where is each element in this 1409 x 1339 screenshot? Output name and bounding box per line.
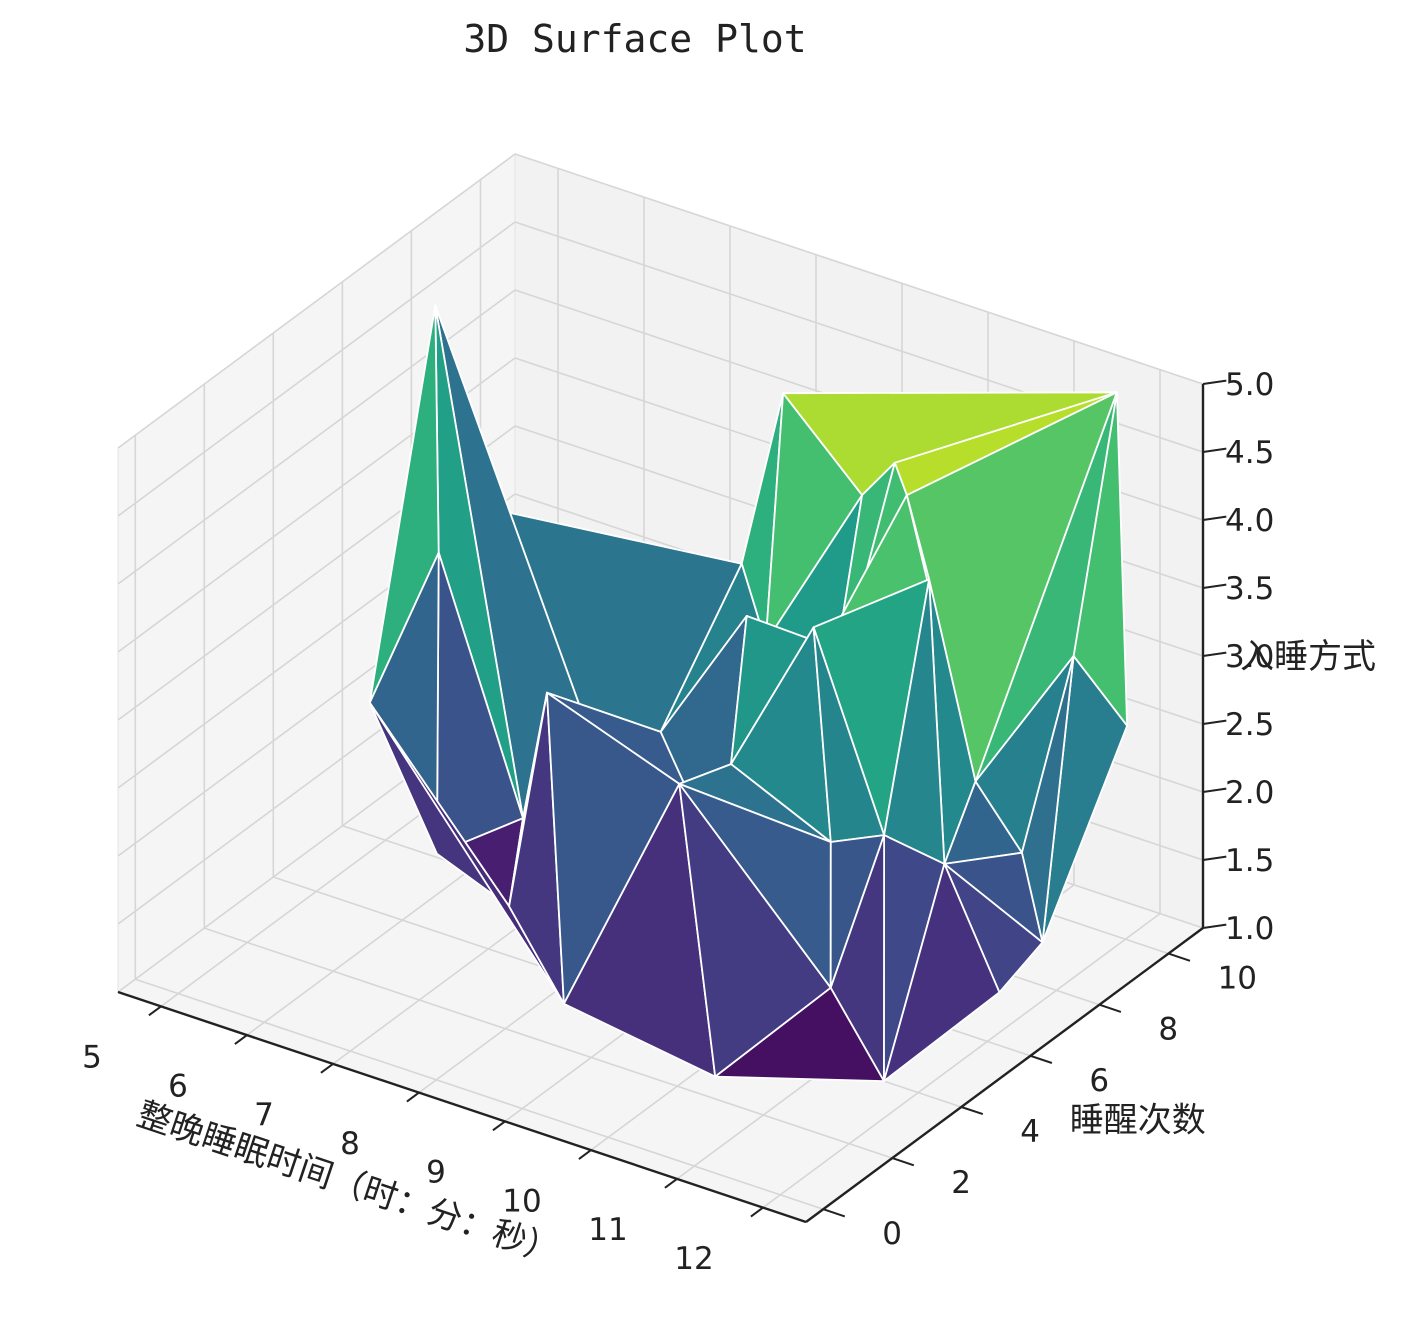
x-tick-label: 9: [426, 1155, 446, 1191]
x-tick-label: 7: [254, 1097, 274, 1133]
z-tick-label: 2.0: [1225, 775, 1274, 811]
y-tick-mark: [1030, 1054, 1053, 1064]
y-tick-label: 0: [882, 1216, 902, 1252]
y-tick-mark: [960, 1106, 984, 1116]
grid-x-floor: [762, 912, 1161, 1209]
z-axis-label: 入睡方式: [1240, 637, 1376, 677]
x-tick-label: 10: [502, 1183, 541, 1219]
x-tick-label: 12: [674, 1241, 713, 1277]
x-axis-label: 整晚睡眠时间（时：分：秒）: [132, 1094, 564, 1272]
grid-z-back: [514, 153, 1204, 385]
z-tick-label: 5.0: [1225, 367, 1274, 403]
z-tick-label: 2.5: [1225, 707, 1274, 743]
y-tick-label: 2: [951, 1165, 971, 1201]
grid-z-left: [117, 289, 516, 585]
z-tick-mark: [1202, 583, 1227, 589]
x-tick-label: 5: [82, 1040, 102, 1076]
x-tick-label: 11: [588, 1212, 627, 1248]
z-tick-label: 3.0: [1225, 639, 1274, 675]
x-tick-mark: [148, 1005, 162, 1017]
surface-face: [714, 986, 885, 1082]
y-axis-label: 睡醒次数: [1070, 1101, 1206, 1141]
grid-y-floor: [135, 978, 824, 1210]
surface-face: [883, 863, 1001, 1082]
y-tick-label: 8: [1158, 1012, 1178, 1048]
z-tick-label: 1.5: [1225, 843, 1274, 879]
z-tick-mark: [1202, 923, 1227, 929]
x-tick-mark: [492, 1120, 506, 1132]
z-tick-mark: [1202, 447, 1227, 453]
z-tick-mark: [1202, 651, 1227, 657]
z-tick-label: 1.0: [1225, 911, 1274, 947]
z-tick-label: 4.0: [1225, 503, 1274, 539]
z-tick-label: 3.5: [1225, 571, 1274, 607]
x-tick-mark: [320, 1063, 334, 1074]
y-tick-mark: [822, 1208, 846, 1218]
y-tick-mark: [1168, 952, 1191, 962]
x-tick-mark: [750, 1206, 764, 1218]
y-tick-mark: [1099, 1003, 1122, 1013]
y-tick-mark: [891, 1157, 915, 1167]
z-tick-mark: [1202, 787, 1227, 793]
z-tick-mark: [1202, 855, 1227, 861]
x-tick-label: 6: [168, 1068, 188, 1104]
y-tick-label: 6: [1089, 1063, 1109, 1099]
grid-y-floor: [204, 927, 893, 1159]
chart-title: 3D Surface Plot: [463, 17, 806, 61]
y-tick-label: 4: [1020, 1114, 1040, 1150]
z-tick-mark: [1202, 379, 1227, 385]
z-tick-label: 4.5: [1225, 435, 1274, 471]
surface-mesh: [368, 304, 1128, 1082]
z-tick-mark: [1202, 719, 1227, 725]
x-tick-mark: [406, 1091, 420, 1103]
z-tick-mark: [1202, 515, 1227, 521]
x-tick-mark: [578, 1149, 592, 1160]
x-tick-label: 8: [340, 1126, 360, 1162]
y-tick-label: 10: [1218, 961, 1257, 997]
tick-labels: 5 6 7 8 9 10 11 12 0 2 4 6 8 10 1.0 1.5 2.0 2.5 3.0 3.5 4.0 4…: [82, 367, 1274, 1277]
y-axis-line: [805, 927, 1204, 1223]
x-tick-mark: [664, 1178, 678, 1189]
x-axis-line: [117, 990, 807, 1224]
x-tick-mark: [234, 1034, 248, 1045]
grid-z-left: [117, 221, 516, 517]
grid-z-left: [117, 153, 516, 449]
